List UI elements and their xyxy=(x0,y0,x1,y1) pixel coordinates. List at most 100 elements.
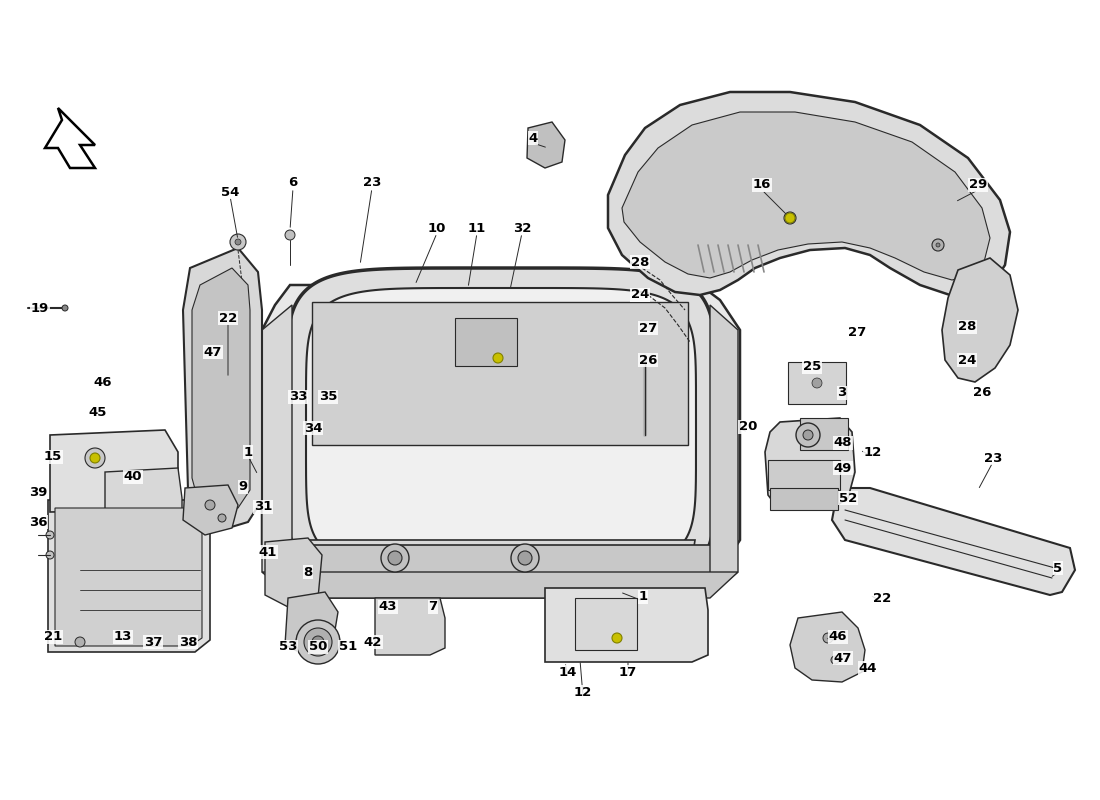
Circle shape xyxy=(796,423,820,447)
Circle shape xyxy=(512,544,539,572)
Bar xyxy=(788,362,846,404)
Polygon shape xyxy=(268,545,725,598)
Polygon shape xyxy=(48,500,210,652)
Circle shape xyxy=(388,551,401,565)
Circle shape xyxy=(75,637,85,647)
Polygon shape xyxy=(192,268,250,512)
Polygon shape xyxy=(262,572,738,598)
Text: 6: 6 xyxy=(288,177,298,190)
Bar xyxy=(455,318,517,366)
Circle shape xyxy=(312,636,324,648)
Text: 19: 19 xyxy=(31,302,50,314)
Text: 4: 4 xyxy=(528,131,538,145)
Text: 46: 46 xyxy=(94,375,112,389)
Text: 33: 33 xyxy=(288,390,307,403)
Polygon shape xyxy=(262,305,292,595)
Text: 53: 53 xyxy=(278,641,297,654)
Polygon shape xyxy=(286,268,716,588)
Polygon shape xyxy=(55,508,202,646)
Text: 41: 41 xyxy=(258,546,277,558)
Text: 35: 35 xyxy=(319,390,338,403)
Polygon shape xyxy=(50,430,178,512)
Text: 8: 8 xyxy=(304,566,312,578)
Circle shape xyxy=(785,213,795,223)
Polygon shape xyxy=(183,248,262,528)
Circle shape xyxy=(784,212,796,224)
Text: 45: 45 xyxy=(89,406,107,418)
Text: 51: 51 xyxy=(339,641,358,654)
Text: 10: 10 xyxy=(428,222,447,234)
Text: 32: 32 xyxy=(513,222,531,234)
Polygon shape xyxy=(942,258,1018,382)
Text: 26: 26 xyxy=(639,354,657,366)
Polygon shape xyxy=(285,592,338,655)
Circle shape xyxy=(230,234,246,250)
Polygon shape xyxy=(183,485,238,535)
Text: 7: 7 xyxy=(428,601,438,614)
Polygon shape xyxy=(832,488,1075,595)
Circle shape xyxy=(235,239,241,245)
Text: 52: 52 xyxy=(839,491,857,505)
Polygon shape xyxy=(790,612,865,682)
Text: 11: 11 xyxy=(468,222,486,234)
Text: 12: 12 xyxy=(864,446,882,459)
Text: 14: 14 xyxy=(559,666,578,678)
Text: 31: 31 xyxy=(254,501,272,514)
Text: 24: 24 xyxy=(630,289,649,302)
Circle shape xyxy=(936,243,940,247)
Polygon shape xyxy=(295,540,695,588)
Circle shape xyxy=(285,230,295,240)
Text: 37: 37 xyxy=(144,635,162,649)
Text: 9: 9 xyxy=(239,481,248,494)
Text: 28: 28 xyxy=(958,321,976,334)
Polygon shape xyxy=(375,598,446,655)
Text: 15: 15 xyxy=(44,450,62,463)
Circle shape xyxy=(612,633,621,643)
Text: 38: 38 xyxy=(178,635,197,649)
Polygon shape xyxy=(527,122,565,168)
Polygon shape xyxy=(312,302,688,445)
Text: 47: 47 xyxy=(204,346,222,358)
Circle shape xyxy=(150,637,160,647)
Text: 36: 36 xyxy=(29,515,47,529)
Circle shape xyxy=(296,620,340,664)
Text: 39: 39 xyxy=(29,486,47,498)
Text: 28: 28 xyxy=(630,255,649,269)
Text: 5: 5 xyxy=(1054,562,1063,574)
Text: 27: 27 xyxy=(848,326,866,338)
Text: 13: 13 xyxy=(113,630,132,643)
Circle shape xyxy=(304,628,332,656)
Circle shape xyxy=(830,656,839,664)
Text: 26: 26 xyxy=(972,386,991,398)
Polygon shape xyxy=(45,108,95,168)
Circle shape xyxy=(205,500,214,510)
Polygon shape xyxy=(544,588,708,662)
Text: 20: 20 xyxy=(739,421,757,434)
Bar xyxy=(800,418,848,450)
Text: 34: 34 xyxy=(304,422,322,434)
Circle shape xyxy=(803,430,813,440)
Circle shape xyxy=(823,633,833,643)
Text: 44: 44 xyxy=(859,662,878,674)
Circle shape xyxy=(85,448,104,468)
Text: 40: 40 xyxy=(123,470,142,483)
Polygon shape xyxy=(262,285,740,595)
Circle shape xyxy=(381,544,409,572)
Polygon shape xyxy=(265,538,322,608)
Circle shape xyxy=(46,531,54,539)
Circle shape xyxy=(91,454,99,462)
Text: 12: 12 xyxy=(574,686,592,698)
Circle shape xyxy=(46,551,54,559)
Bar xyxy=(768,460,840,490)
Circle shape xyxy=(62,305,68,311)
Text: 17: 17 xyxy=(619,666,637,678)
Text: 46: 46 xyxy=(828,630,847,643)
Text: 1: 1 xyxy=(243,446,253,458)
Bar xyxy=(770,488,838,510)
Polygon shape xyxy=(764,418,855,510)
Text: 22: 22 xyxy=(219,311,238,325)
Polygon shape xyxy=(104,468,182,562)
Circle shape xyxy=(812,378,822,388)
Text: 1: 1 xyxy=(638,590,648,603)
Text: 22: 22 xyxy=(873,591,891,605)
